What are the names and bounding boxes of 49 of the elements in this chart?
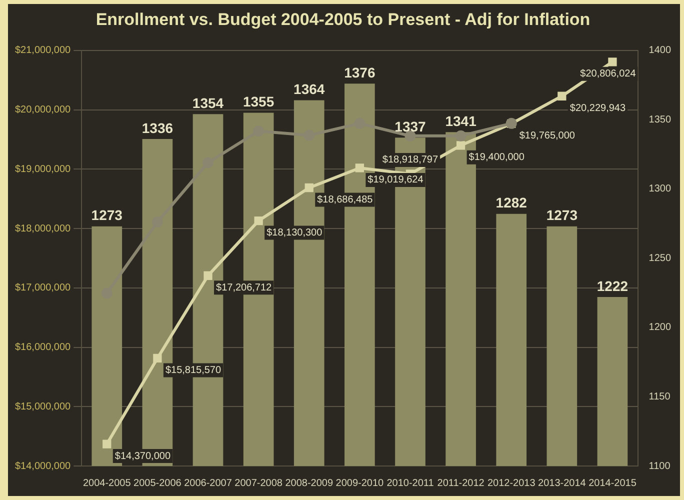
data-label: 1364 [294, 81, 325, 98]
y-tick-label: $17,000,000 [14, 282, 72, 294]
data-label: 1337 [394, 118, 426, 135]
data-label: $19,400,000 [468, 152, 525, 164]
x-tick-label: 2010-2011 [386, 478, 434, 489]
data-label: 1354 [192, 94, 224, 111]
data-label: $20,806,024 [580, 68, 636, 80]
x-tick-label: 2014-2015 [588, 478, 637, 489]
data-label: 1355 [242, 94, 274, 110]
x-tick-label: 2007-2008 [234, 478, 283, 489]
y2-tick-label: 1400 [648, 45, 672, 56]
data-label: $15,815,570 [165, 364, 222, 376]
x-tick-label: 2009-2010 [336, 478, 384, 489]
y2-tick-label: 1150 [648, 391, 671, 402]
data-label: $18,686,485 [317, 194, 374, 206]
data-label: 1273 [91, 207, 123, 224]
data-label: $17,206,712 [216, 282, 272, 294]
data-label: $19,765,000 [519, 130, 576, 142]
data-label: 1222 [596, 278, 628, 294]
data-label: 1273 [546, 207, 578, 224]
data-label: 1376 [344, 64, 376, 81]
y2-tick-label: 1200 [648, 322, 672, 334]
y2-tick-label: 1250 [648, 252, 672, 264]
data-label: $14,370,000 [114, 450, 171, 462]
y-tick-label: $19,000,000 [14, 164, 72, 175]
y2-tick-label: 1300 [648, 184, 672, 195]
x-tick-label: 2013-2014 [538, 478, 586, 489]
y2-tick-label: 1350 [648, 114, 672, 126]
data-label: $20,229,943 [570, 102, 626, 114]
y-tick-label: $21,000,000 [14, 45, 72, 56]
data-label: $19,019,624 [368, 174, 424, 186]
x-tick-label: 2006-2007 [184, 478, 232, 489]
y-tick-label: $18,000,000 [14, 223, 72, 234]
x-tick-label: 2012-2013 [487, 478, 536, 489]
data-label: $18,130,300 [266, 228, 323, 239]
data-label: 1336 [142, 120, 174, 136]
chart-title: Enrollment vs. Budget 2004-2005 to Present - Adj for Inflation [96, 10, 590, 29]
x-tick-label: 2005-2006 [134, 478, 182, 489]
x-tick-label: 2008-2009 [285, 478, 334, 489]
data-label: $18,918,797 [382, 154, 438, 166]
y-tick-label: $20,000,000 [14, 104, 72, 116]
y2-tick-label: 1100 [648, 460, 671, 472]
y-tick-label: $14,000,000 [14, 460, 72, 472]
x-tick-label: 2004-2005 [82, 478, 132, 489]
data-label: 1282 [496, 194, 528, 211]
data-label: 1341 [445, 112, 477, 129]
y-tick-label: $15,000,000 [14, 401, 72, 412]
x-tick-label: 2011-2012 [437, 478, 485, 489]
y-tick-label: $16,000,000 [14, 342, 72, 354]
